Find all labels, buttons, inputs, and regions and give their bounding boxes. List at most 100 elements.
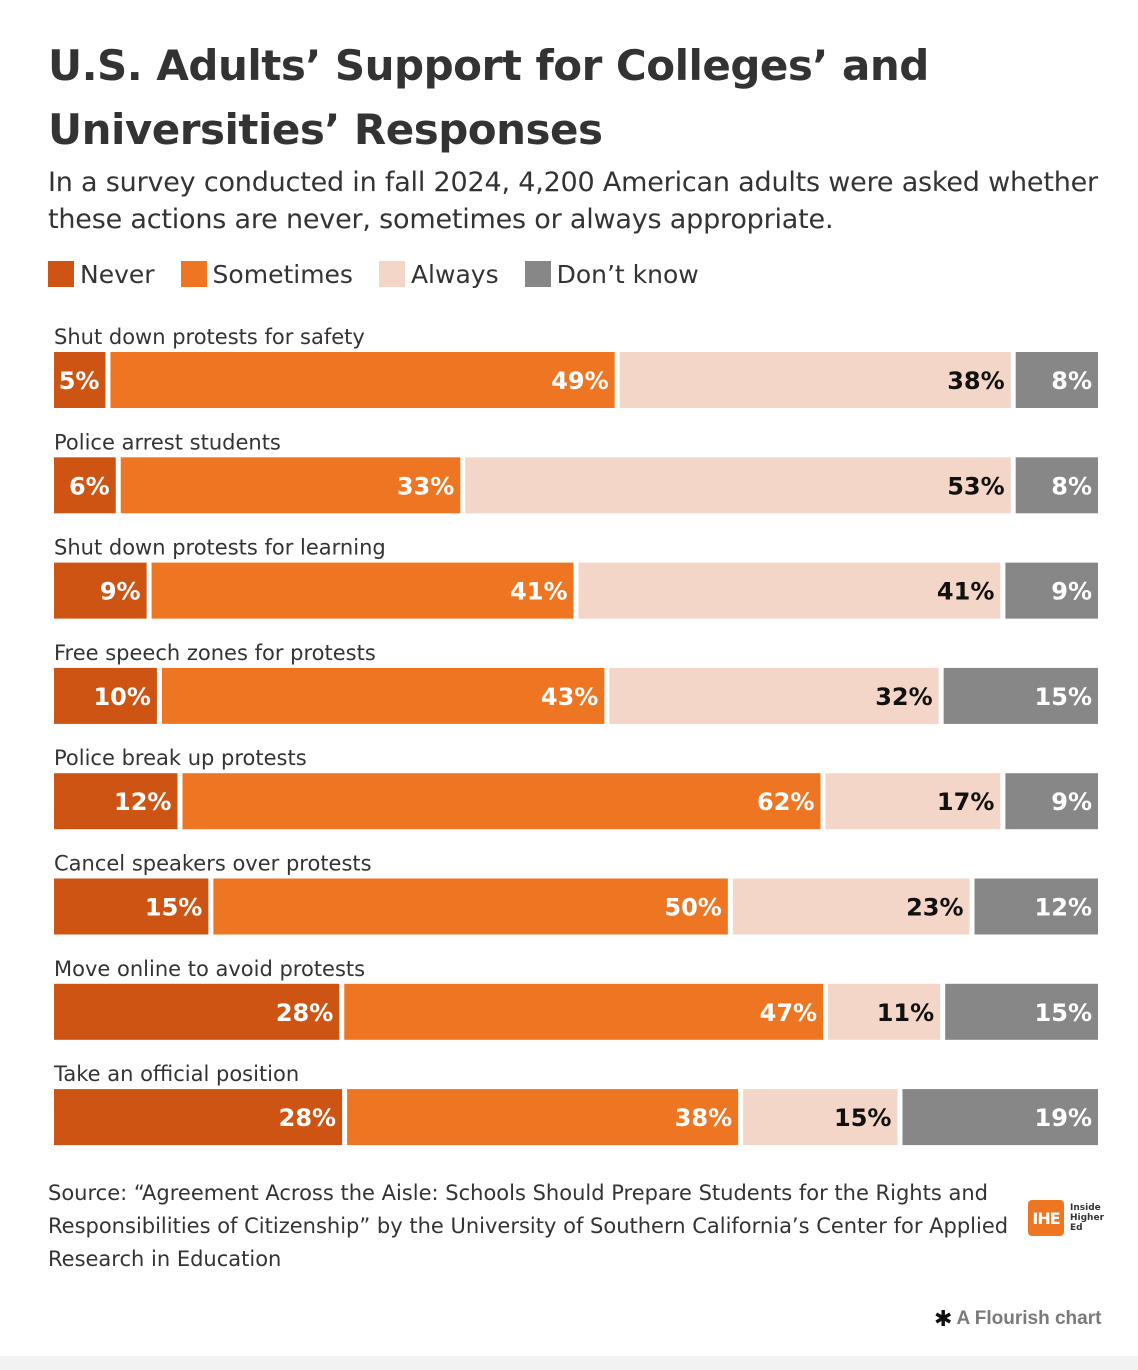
bar-shut-down-protests-for-learning-always[interactable] xyxy=(578,562,1001,619)
bar-shut-down-protests-for-learning-sometimes[interactable] xyxy=(151,562,574,619)
row-label-shut-down-protests-for-safety: Shut down protests for safety xyxy=(54,325,365,349)
bar-shut-down-protests-for-learning-never[interactable] xyxy=(54,562,147,619)
legend-swatch-dont-know xyxy=(524,261,551,287)
chart-title: U.S. Adults’ Support for Colleges’ and U… xyxy=(48,41,929,154)
bar-take-an-official-position-sometimes[interactable] xyxy=(347,1089,739,1146)
legend-swatch-sometimes xyxy=(180,261,207,287)
value-label-shut-down-protests-for-safety-sometimes: 49% xyxy=(551,367,608,395)
value-label-shut-down-protests-for-learning-never: 9% xyxy=(100,578,141,606)
value-label-shut-down-protests-for-learning-always: 41% xyxy=(937,578,994,606)
bar-shut-down-protests-for-learning-don-t-know[interactable] xyxy=(1005,562,1098,619)
value-label-free-speech-zones-for-protests-never: 10% xyxy=(93,683,150,711)
legend-label-never: Never xyxy=(80,259,155,289)
value-label-police-arrest-students-sometimes: 33% xyxy=(397,472,454,500)
value-label-police-break-up-protests-don-t-know: 9% xyxy=(1051,788,1092,816)
bar-free-speech-zones-for-protests-always[interactable] xyxy=(609,667,939,724)
bar-free-speech-zones-for-protests-don-t-know[interactable] xyxy=(943,667,1098,724)
value-label-free-speech-zones-for-protests-always: 32% xyxy=(875,683,932,711)
source-note: Source: “Agreement Across the Aisle: Sch… xyxy=(48,1181,1009,1271)
bar-move-online-to-avoid-protests-sometimes[interactable] xyxy=(344,983,824,1040)
value-label-police-break-up-protests-sometimes: 62% xyxy=(757,788,814,816)
bar-shut-down-protests-for-safety-don-t-know[interactable] xyxy=(1015,352,1098,408)
row-label-police-break-up-protests: Police break up protests xyxy=(54,746,307,770)
value-label-move-online-to-avoid-protests-don-t-know: 15% xyxy=(1035,999,1092,1027)
value-label-cancel-speakers-over-protests-never: 15% xyxy=(145,894,202,922)
row-label-police-arrest-students: Police arrest students xyxy=(54,430,281,454)
legend-item-never[interactable]: Never xyxy=(48,260,155,289)
inside-higher-ed-logo[interactable]: IHE Inside Higher Ed xyxy=(1028,1200,1104,1236)
bar-cancel-speakers-over-protests-sometimes[interactable] xyxy=(213,878,728,935)
value-label-free-speech-zones-for-protests-sometimes: 43% xyxy=(541,683,598,711)
legend-label-dont-know: Don’t know xyxy=(556,259,699,289)
bar-police-break-up-protests-always[interactable] xyxy=(825,773,1001,830)
row-label-move-online-to-avoid-protests: Move online to avoid protests xyxy=(54,957,365,981)
legend-item-always[interactable]: Always xyxy=(378,259,499,289)
flourish-credit-text: A Flourish chart xyxy=(956,1308,1102,1329)
flourish-asterisk-icon: ✱ xyxy=(934,1306,953,1331)
bar-shut-down-protests-for-safety-always[interactable] xyxy=(619,352,1011,408)
legend-label-always: Always xyxy=(410,259,499,289)
value-label-cancel-speakers-over-protests-don-t-know: 12% xyxy=(1035,894,1092,922)
value-label-shut-down-protests-for-safety-always: 38% xyxy=(947,367,1004,395)
row-label-shut-down-protests-for-learning: Shut down protests for learning xyxy=(54,536,386,560)
bar-police-arrest-students-don-t-know[interactable] xyxy=(1015,457,1098,514)
chart-subtitle: In a survey conducted in fall 2024, 4,20… xyxy=(48,167,1098,235)
bar-police-arrest-students-sometimes[interactable] xyxy=(120,457,461,514)
row-label-take-an-official-position: Take an official position xyxy=(53,1062,299,1086)
ihe-logo-line-3: Ed xyxy=(1070,1223,1083,1233)
legend-item-dont-know[interactable]: Don’t know xyxy=(524,259,699,289)
bar-police-arrest-students-always[interactable] xyxy=(465,457,1011,514)
row-label-free-speech-zones-for-protests: Free speech zones for protests xyxy=(54,641,376,665)
value-label-cancel-speakers-over-protests-sometimes: 50% xyxy=(664,894,721,922)
bar-police-break-up-protests-don-t-know[interactable] xyxy=(1005,773,1098,830)
value-label-police-break-up-protests-always: 17% xyxy=(937,788,994,816)
bar-police-break-up-protests-sometimes[interactable] xyxy=(182,773,821,830)
bar-take-an-official-position-always[interactable] xyxy=(743,1089,898,1146)
bar-police-arrest-students-never[interactable] xyxy=(54,457,116,514)
flourish-credit[interactable]: ✱ A Flourish chart xyxy=(934,1307,1101,1331)
bar-take-an-official-position-never[interactable] xyxy=(54,1089,343,1146)
value-label-take-an-official-position-never: 28% xyxy=(279,1104,336,1132)
ihe-logo-line-1: Inside xyxy=(1070,1203,1101,1213)
bar-move-online-to-avoid-protests-never[interactable] xyxy=(54,983,340,1040)
bar-shut-down-protests-for-safety-sometimes[interactable] xyxy=(110,352,615,408)
ihe-logo-line-2: Higher xyxy=(1070,1213,1105,1223)
value-label-shut-down-protests-for-learning-sometimes: 41% xyxy=(510,578,567,606)
value-label-shut-down-protests-for-learning-don-t-know: 9% xyxy=(1051,578,1092,606)
ihe-logo-badge: IHE xyxy=(1028,1200,1064,1236)
value-label-police-arrest-students-always: 53% xyxy=(947,472,1004,500)
bar-cancel-speakers-over-protests-never[interactable] xyxy=(54,878,209,935)
bottom-divider xyxy=(0,1356,1138,1370)
legend-swatch-always xyxy=(378,261,405,287)
bar-take-an-official-position-don-t-know[interactable] xyxy=(902,1089,1098,1146)
ihe-logo-text: Inside Higher Ed xyxy=(1070,1203,1104,1233)
bar-cancel-speakers-over-protests-don-t-know[interactable] xyxy=(974,878,1098,935)
value-label-move-online-to-avoid-protests-never: 28% xyxy=(276,999,333,1027)
legend: Never Sometimes Always Don’t know xyxy=(48,256,725,292)
value-label-police-break-up-protests-never: 12% xyxy=(114,788,171,816)
value-label-cancel-speakers-over-protests-always: 23% xyxy=(906,894,963,922)
value-label-take-an-official-position-always: 15% xyxy=(834,1104,891,1132)
value-label-shut-down-protests-for-safety-don-t-know: 8% xyxy=(1051,367,1092,395)
bar-move-online-to-avoid-protests-always[interactable] xyxy=(828,983,941,1040)
bar-cancel-speakers-over-protests-always[interactable] xyxy=(732,878,970,935)
value-label-police-arrest-students-don-t-know: 8% xyxy=(1051,472,1092,500)
value-label-take-an-official-position-sometimes: 38% xyxy=(675,1104,732,1132)
bar-move-online-to-avoid-protests-don-t-know[interactable] xyxy=(945,983,1098,1040)
legend-label-sometimes: Sometimes xyxy=(212,259,353,289)
value-label-take-an-official-position-don-t-know: 19% xyxy=(1035,1104,1092,1132)
value-label-free-speech-zones-for-protests-don-t-know: 15% xyxy=(1035,683,1092,711)
bar-shut-down-protests-for-safety-never[interactable] xyxy=(54,352,106,408)
row-label-cancel-speakers-over-protests: Cancel speakers over protests xyxy=(54,852,372,876)
value-label-move-online-to-avoid-protests-always: 11% xyxy=(877,999,934,1027)
value-label-move-online-to-avoid-protests-sometimes: 47% xyxy=(760,999,817,1027)
value-label-police-arrest-students-never: 6% xyxy=(69,472,110,500)
bar-free-speech-zones-for-protests-sometimes[interactable] xyxy=(161,667,605,724)
legend-swatch-never xyxy=(48,261,74,287)
bar-police-break-up-protests-never[interactable] xyxy=(54,773,178,830)
bar-free-speech-zones-for-protests-never[interactable] xyxy=(54,667,157,724)
legend-item-sometimes[interactable]: Sometimes xyxy=(180,259,353,289)
value-label-shut-down-protests-for-safety-never: 5% xyxy=(59,367,100,395)
